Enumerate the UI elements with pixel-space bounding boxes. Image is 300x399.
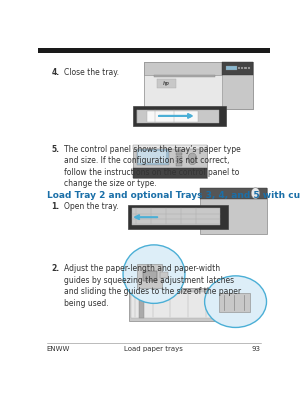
- Bar: [132, 207, 220, 225]
- Text: Load Tray 2 and optional Trays 3, 4, and 5 with custom-size paper: Load Tray 2 and optional Trays 3, 4, and…: [47, 191, 300, 200]
- Bar: [176, 153, 182, 156]
- Bar: [131, 292, 250, 318]
- Bar: [248, 67, 250, 69]
- Bar: [133, 145, 207, 178]
- Bar: [238, 67, 240, 69]
- Circle shape: [188, 153, 197, 165]
- Bar: [176, 163, 182, 166]
- Bar: [38, 48, 270, 53]
- Bar: [133, 168, 207, 178]
- Bar: [128, 205, 228, 229]
- Text: hp: hp: [163, 81, 170, 86]
- Bar: [222, 62, 253, 75]
- Bar: [244, 67, 247, 69]
- Bar: [143, 62, 253, 109]
- Bar: [154, 75, 215, 77]
- Bar: [129, 288, 255, 320]
- Bar: [147, 111, 198, 122]
- Bar: [136, 110, 219, 123]
- Bar: [241, 67, 243, 69]
- Ellipse shape: [205, 276, 266, 328]
- Circle shape: [251, 188, 260, 199]
- Bar: [160, 273, 168, 278]
- Text: ENWW: ENWW: [47, 346, 70, 352]
- Text: 5.: 5.: [52, 145, 59, 154]
- Text: The control panel shows the tray’s paper type
and size. If the configuration is : The control panel shows the tray’s paper…: [64, 145, 241, 188]
- Text: 93: 93: [252, 346, 261, 352]
- Bar: [200, 188, 266, 234]
- Text: 2.: 2.: [52, 265, 60, 273]
- Text: Adjust the paper-length and paper-width
guides by squeezing the adjustment latch: Adjust the paper-length and paper-width …: [64, 265, 242, 308]
- Text: 1.: 1.: [52, 202, 60, 211]
- Bar: [157, 79, 176, 88]
- Text: Close the tray.: Close the tray.: [64, 68, 119, 77]
- Bar: [176, 160, 182, 162]
- Bar: [143, 271, 157, 281]
- Bar: [139, 292, 144, 318]
- Bar: [217, 292, 222, 318]
- Bar: [176, 156, 182, 159]
- Bar: [133, 145, 207, 149]
- Text: Load paper trays: Load paper trays: [124, 346, 183, 352]
- Bar: [226, 66, 237, 70]
- Bar: [200, 188, 266, 199]
- Bar: [176, 150, 182, 152]
- Text: 4.: 4.: [52, 68, 60, 77]
- Bar: [133, 106, 226, 126]
- Bar: [219, 293, 250, 312]
- Bar: [138, 151, 166, 163]
- Bar: [143, 62, 253, 75]
- Ellipse shape: [123, 245, 185, 303]
- Bar: [222, 62, 253, 109]
- Bar: [137, 264, 162, 288]
- Text: Open the tray.: Open the tray.: [64, 202, 119, 211]
- Bar: [137, 149, 169, 165]
